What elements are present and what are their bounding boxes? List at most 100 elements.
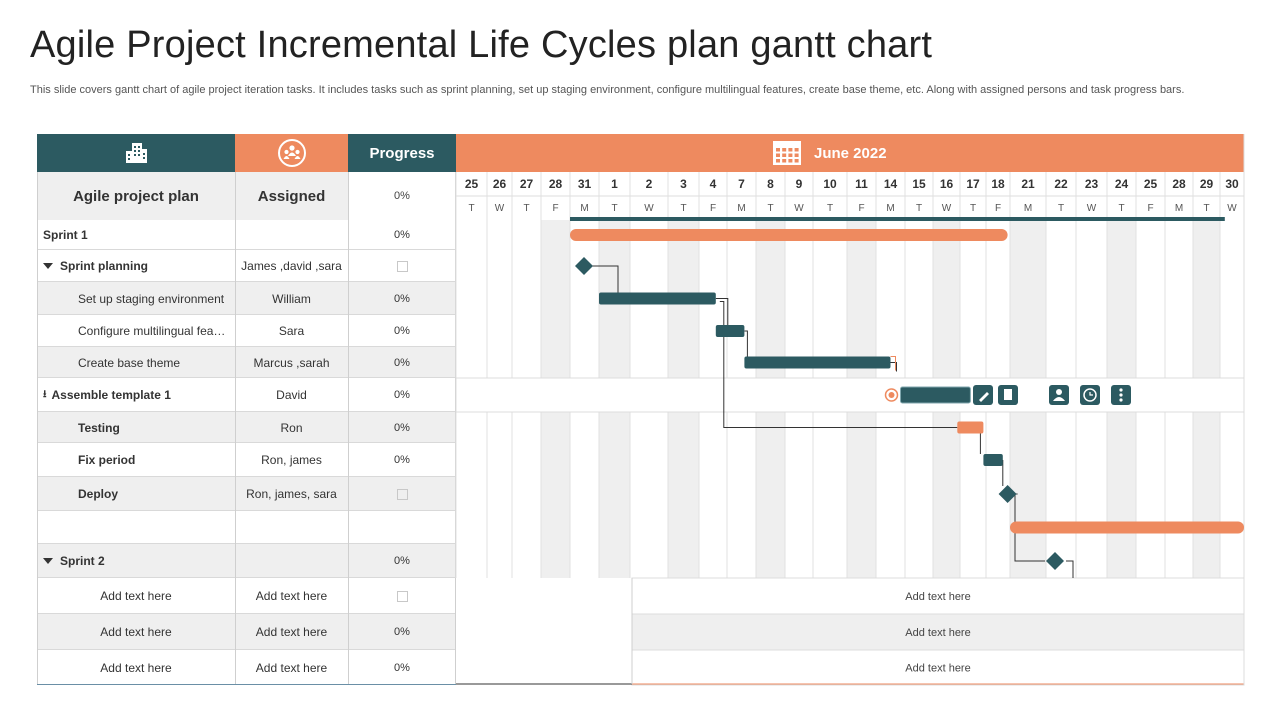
day-letter-label: F bbox=[1147, 203, 1153, 214]
day-number-label: 16 bbox=[940, 177, 954, 191]
plan-column-header: Agile project plan bbox=[37, 172, 235, 220]
gantt-note-row bbox=[631, 649, 1245, 686]
task-bar[interactable] bbox=[715, 325, 745, 337]
day-number-label: 7 bbox=[738, 177, 745, 191]
progress-cell: 0% bbox=[348, 378, 456, 412]
day-letter-label: T bbox=[523, 203, 529, 214]
day-number-label: 4 bbox=[710, 177, 717, 191]
assigned-cell: Marcus ,sarah bbox=[235, 347, 348, 378]
more-dot-glyph bbox=[1119, 393, 1123, 397]
row-divider bbox=[37, 577, 456, 578]
progress-checkbox[interactable] bbox=[396, 590, 408, 602]
day-number-label: 1 bbox=[611, 177, 618, 191]
progress-checkbox[interactable] bbox=[396, 260, 408, 272]
day-letter-label: F bbox=[552, 203, 558, 214]
day-letter-label: M bbox=[580, 203, 588, 214]
bar-start-handle-dot bbox=[888, 392, 895, 398]
month-header-band bbox=[456, 134, 1244, 172]
day-number-label: 3 bbox=[680, 177, 687, 191]
progress-checkbox[interactable] bbox=[396, 488, 408, 500]
day-letter-label: F bbox=[710, 203, 716, 214]
task-name: Add text here bbox=[100, 589, 172, 603]
month-label: June 2022 bbox=[814, 145, 887, 162]
more-dot-glyph bbox=[1119, 388, 1123, 392]
task-name-cell: Add text here bbox=[37, 614, 235, 650]
task-bar[interactable] bbox=[744, 356, 891, 369]
plan-header-icon-cell bbox=[37, 134, 235, 172]
progress-value: 0% bbox=[394, 555, 410, 567]
day-letter-label: W bbox=[1227, 203, 1237, 214]
day-number-label: 25 bbox=[1144, 177, 1158, 191]
progress-value: 0% bbox=[394, 356, 410, 369]
person-head-glyph bbox=[1056, 389, 1062, 395]
page-description: This slide covers gantt chart of agile p… bbox=[30, 84, 1185, 96]
task-name: Set up staging environment bbox=[78, 291, 225, 306]
row-divider bbox=[37, 281, 456, 282]
day-letter-label: F bbox=[995, 203, 1001, 214]
task-name-cell: Add text here bbox=[37, 578, 235, 614]
milestone-marker[interactable] bbox=[575, 257, 593, 275]
milestone-marker[interactable] bbox=[1046, 552, 1064, 570]
milestone-marker[interactable] bbox=[998, 485, 1017, 503]
day-number-label: 24 bbox=[1115, 177, 1129, 191]
day-letter-label: F bbox=[858, 203, 864, 214]
assigned-cell: Ron bbox=[235, 412, 348, 443]
task-name-cell: Set up staging environment bbox=[37, 282, 235, 315]
clock-glyph bbox=[1083, 388, 1097, 402]
progress-cell bbox=[348, 250, 456, 282]
selected-task-bar[interactable] bbox=[900, 386, 971, 404]
day-number-label: 9 bbox=[796, 177, 803, 191]
assigned-cell: Sara bbox=[235, 315, 348, 347]
progress-cell bbox=[348, 477, 456, 511]
table-bottom-line bbox=[37, 684, 456, 685]
task-name: Deploy bbox=[78, 487, 119, 501]
row-divider bbox=[37, 476, 456, 477]
progress-column-value: 0% bbox=[348, 172, 456, 220]
edit-icon[interactable] bbox=[973, 385, 993, 405]
dependency-connector bbox=[719, 301, 958, 428]
gantt-note-text: Add text here bbox=[905, 627, 970, 639]
progress-cell: 0% bbox=[348, 412, 456, 443]
day-letter-label: M bbox=[886, 203, 894, 214]
task-name-cell: Fix period bbox=[37, 443, 235, 477]
assigned-column-header: Assigned bbox=[235, 172, 348, 220]
collapse-caret-icon[interactable] bbox=[43, 558, 53, 564]
dependency-connector bbox=[744, 330, 748, 357]
progress-value: 0% bbox=[394, 626, 410, 638]
collapse-caret-icon[interactable] bbox=[43, 263, 53, 269]
row-divider bbox=[37, 249, 456, 250]
task-bar[interactable] bbox=[1010, 521, 1244, 534]
gantt-note-row bbox=[631, 577, 1245, 615]
progress-cell: 0% bbox=[348, 315, 456, 347]
task-name-cell: Create base theme bbox=[37, 347, 235, 378]
day-letter-label: W bbox=[644, 203, 654, 214]
task-name-cell: Deploy bbox=[37, 477, 235, 511]
row-divider bbox=[37, 442, 456, 443]
progress-value: 0% bbox=[394, 292, 410, 305]
day-number-label: 2 bbox=[646, 177, 653, 191]
day-letter-label: T bbox=[1058, 203, 1064, 214]
progress-header: Progress bbox=[348, 134, 456, 172]
download-icon: ⭳ bbox=[43, 388, 47, 400]
day-letter-label: M bbox=[1024, 203, 1032, 214]
task-name: Add text here bbox=[100, 660, 172, 675]
column-divider bbox=[348, 172, 349, 685]
column-divider bbox=[37, 172, 38, 685]
progress-cell bbox=[348, 578, 456, 614]
row-divider bbox=[37, 377, 456, 378]
row-divider bbox=[37, 613, 456, 614]
progress-cell: 0% bbox=[348, 443, 456, 477]
day-letter-label: W bbox=[1087, 203, 1097, 214]
progress-value: 0% bbox=[394, 389, 410, 401]
task-bar[interactable] bbox=[983, 454, 1003, 466]
task-bar[interactable] bbox=[570, 229, 1008, 241]
task-bar[interactable] bbox=[957, 421, 984, 434]
task-bar[interactable] bbox=[599, 292, 716, 305]
progress-value: 0% bbox=[394, 661, 410, 674]
assigned-cell: Add text here bbox=[235, 578, 348, 614]
person-body-glyph bbox=[1053, 397, 1065, 401]
day-number-label: 27 bbox=[520, 177, 534, 191]
task-name: Configure multilingual fea… bbox=[78, 324, 226, 338]
task-name-cell: Testing bbox=[37, 412, 235, 443]
